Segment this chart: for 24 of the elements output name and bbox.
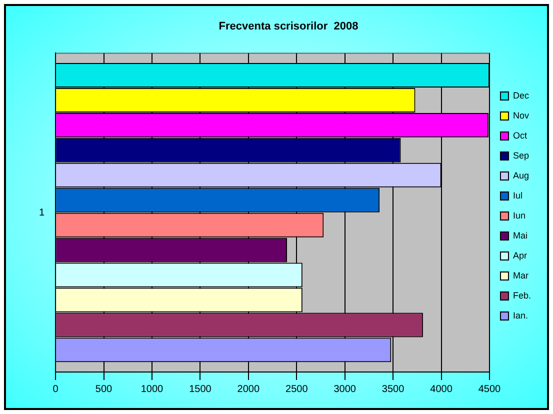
x-tick-label: 2000 bbox=[237, 384, 260, 395]
x-tick-label: 4000 bbox=[430, 384, 453, 395]
y-tick-label: 1 bbox=[39, 207, 45, 218]
chart-title: Frecventa scrisorilor 2008 bbox=[218, 20, 358, 33]
legend-label: Aug bbox=[512, 170, 530, 180]
legend-label: Ian. bbox=[512, 310, 528, 320]
legend-label: Dec bbox=[512, 90, 530, 100]
x-tick-label: 3000 bbox=[334, 384, 356, 395]
x-tick-label: 1000 bbox=[140, 384, 164, 395]
x-tick-label: 1500 bbox=[189, 384, 212, 395]
legend-label: Oct bbox=[512, 130, 528, 140]
legend-label: Mar bbox=[512, 270, 528, 280]
x-tick-label: 0 bbox=[52, 384, 59, 395]
legend-label: Iul bbox=[512, 190, 523, 200]
x-tick-label: 2500 bbox=[286, 384, 308, 395]
x-tick-label: 4500 bbox=[478, 384, 502, 395]
x-tick-label: 3500 bbox=[382, 384, 405, 395]
legend-label: Feb. bbox=[512, 290, 532, 300]
legend-label: Nov bbox=[512, 110, 530, 120]
legend-label: Iun bbox=[512, 210, 526, 220]
legend-label: Mai bbox=[512, 230, 528, 240]
legend-label: Apr bbox=[512, 250, 528, 260]
legend-label: Sep bbox=[512, 150, 530, 160]
x-tick-label: 500 bbox=[95, 384, 113, 395]
